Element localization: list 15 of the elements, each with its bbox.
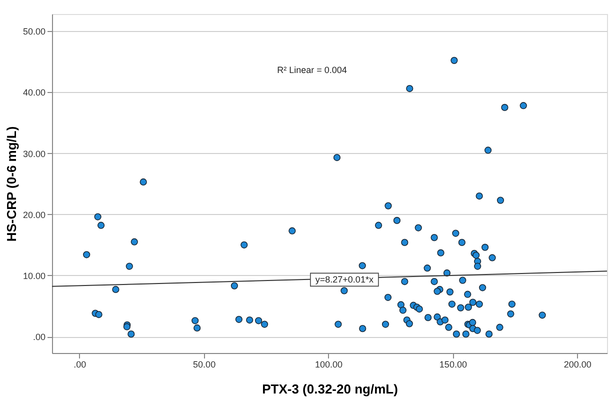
- x-tick-label: 100.00: [314, 360, 343, 370]
- y-tick-label: 40.00: [22, 88, 46, 98]
- y-tick-label: 20.00: [22, 210, 46, 220]
- x-tick-label: 200.00: [564, 360, 592, 370]
- y-tick-label: 10.00: [22, 270, 46, 281]
- y-axis-title: HS-CRP (0-6 mg/L): [4, 126, 19, 242]
- annotation: y=8.27+0.01*x: [315, 274, 374, 285]
- x-tick-label: 50.00: [193, 360, 216, 370]
- annotation: R² Linear = 0.004: [277, 65, 347, 75]
- y-tick-label: 50.00: [22, 26, 46, 37]
- y-tick-label: .00: [32, 332, 46, 342]
- y-tick-label: 30.00: [22, 148, 46, 159]
- x-tick-label: .00: [74, 360, 86, 370]
- x-tick-label: 150.00: [439, 360, 467, 370]
- x-axis-title: PTX-3 (0.32-20 ng/mL): [262, 382, 398, 396]
